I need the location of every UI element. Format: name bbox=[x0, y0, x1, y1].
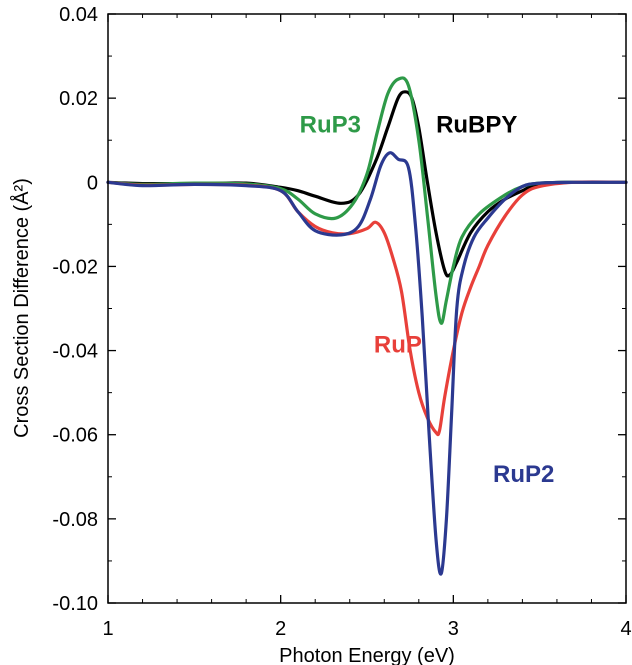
y-tick-label: -0.10 bbox=[52, 593, 98, 615]
x-tick-label: 1 bbox=[102, 618, 113, 640]
plot-frame bbox=[107, 13, 627, 604]
x-axis-title: Photon Energy (eV) bbox=[279, 645, 455, 665]
series-annotations: RuP3 RuBPY RuP RuP2 bbox=[300, 112, 555, 488]
y-tick-label: -0.06 bbox=[52, 425, 98, 447]
series-label-rup3: RuP3 bbox=[300, 112, 361, 139]
y-axis-title: Cross Section Difference (Å²) bbox=[10, 178, 33, 438]
y-tick-label: -0.02 bbox=[52, 256, 98, 278]
series-label-rup: RuP bbox=[374, 332, 422, 359]
y-tick-label: -0.08 bbox=[52, 509, 98, 531]
series-label-rubpy: RuBPY bbox=[436, 112, 517, 139]
x-tick-label: 4 bbox=[620, 618, 631, 640]
y-tick-label: 0.02 bbox=[59, 88, 98, 110]
tick-marks bbox=[107, 13, 627, 604]
x-tick-label: 2 bbox=[275, 618, 286, 640]
series-label-rup2: RuP2 bbox=[493, 461, 554, 488]
series-lines bbox=[106, 76, 628, 576]
y-tick-label: -0.04 bbox=[52, 341, 98, 363]
y-tick-label: 0.04 bbox=[59, 4, 98, 26]
series-line-rup3 bbox=[106, 76, 628, 325]
series-line-rup2 bbox=[106, 151, 628, 576]
series-line-rup bbox=[106, 180, 628, 437]
x-tick-label: 3 bbox=[448, 618, 459, 640]
tick-labels: 1 2 3 4 0.04 0.02 0 -0.02 -0.04 -0.06 -0.08 -0.10 bbox=[52, 4, 631, 640]
y-tick-label: 0 bbox=[87, 172, 98, 194]
